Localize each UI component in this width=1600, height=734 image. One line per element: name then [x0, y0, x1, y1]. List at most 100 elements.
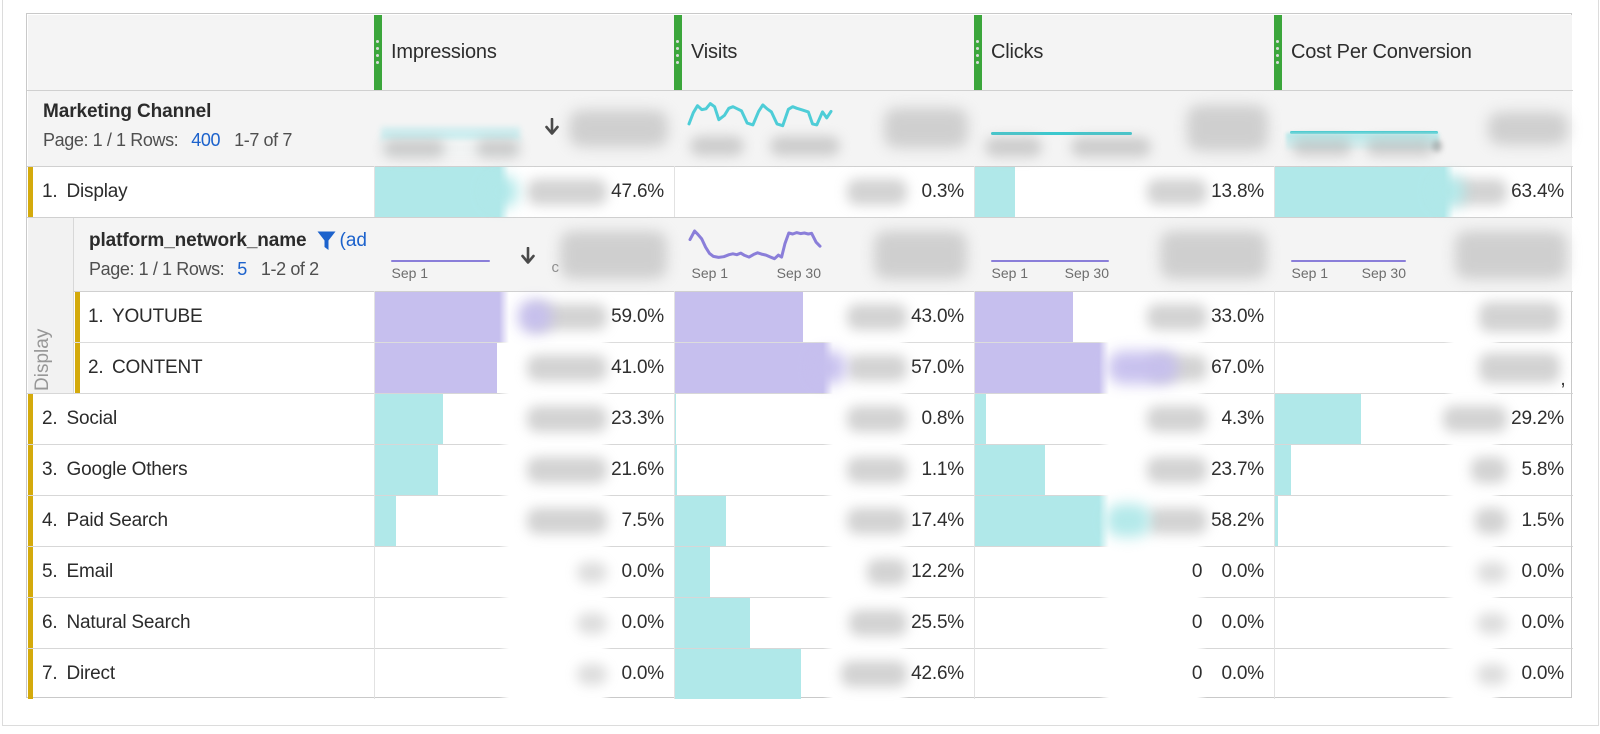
- cell-share[interactable]: 0.0%: [1221, 663, 1264, 684]
- row-label[interactable]: Paid Search: [66, 510, 169, 531]
- axis-start-label: Sep 1: [1291, 265, 1329, 281]
- cell-share[interactable]: 59.0%: [611, 306, 664, 327]
- row-border: [27, 495, 1573, 496]
- row-label[interactable]: Display: [66, 181, 128, 202]
- cell-share[interactable]: 1.5%: [1521, 510, 1564, 531]
- column-header-visits[interactable]: Visits: [691, 41, 738, 63]
- funnel-icon[interactable]: [317, 231, 336, 251]
- redacted-value: [1476, 612, 1507, 634]
- row-label[interactable]: CONTENT: [112, 357, 203, 378]
- cell-share[interactable]: 67.0%: [1211, 357, 1264, 378]
- row-rank: 2.: [42, 408, 58, 429]
- cell-share[interactable]: 13.8%: [1211, 181, 1264, 202]
- cell-share[interactable]: 7.5%: [621, 510, 664, 531]
- cell-share[interactable]: 63.4%: [1511, 181, 1564, 202]
- value-bar: [673, 495, 726, 546]
- bar-blur-smudge: [484, 175, 518, 208]
- column-drag-handle[interactable]: [373, 15, 382, 90]
- value-bar: [973, 444, 1045, 495]
- row-marker: [28, 167, 33, 217]
- cell-share[interactable]: 4.3%: [1221, 408, 1264, 429]
- sparkline-clicks: [991, 131, 1132, 135]
- row-label[interactable]: Email: [66, 561, 114, 582]
- cell-share[interactable]: 0.0%: [1521, 663, 1564, 684]
- redacted-dot: [1431, 140, 1442, 152]
- cell-share[interactable]: 5.8%: [1521, 459, 1564, 480]
- value-bar: [1273, 444, 1291, 495]
- breakdown-filter-label[interactable]: (ad: [339, 230, 367, 251]
- cell-share[interactable]: 0.8%: [921, 408, 964, 429]
- row-marker: [75, 292, 80, 342]
- column-drag-handle[interactable]: [1273, 15, 1282, 90]
- cell-share[interactable]: 0.0%: [1521, 561, 1564, 582]
- cell-share[interactable]: 12.2%: [911, 561, 964, 582]
- sort-descending-icon[interactable]: [544, 118, 559, 136]
- axis-start-label: Sep 1: [391, 265, 429, 281]
- redacted-value: [866, 558, 907, 585]
- dimension-title[interactable]: Marketing Channel: [43, 101, 212, 122]
- column-drag-handle[interactable]: [973, 15, 982, 90]
- value-bar: [373, 495, 396, 546]
- value-bar: [673, 393, 676, 444]
- row-label[interactable]: Social: [66, 408, 118, 429]
- row-label[interactable]: Natural Search: [66, 612, 191, 633]
- breakdown-title[interactable]: platform_network_name: [89, 230, 307, 251]
- redacted-value: [846, 507, 907, 534]
- column-header-impressions[interactable]: Impressions: [391, 41, 497, 63]
- cell-share[interactable]: 0.0%: [621, 663, 664, 684]
- redacted-total: [883, 108, 968, 148]
- cell-share[interactable]: 21.6%: [611, 459, 664, 480]
- axis-end-label: Sep 30: [1361, 265, 1406, 281]
- cell-share[interactable]: 42.6%: [911, 663, 964, 684]
- breakdown-header-row: [73, 218, 1572, 291]
- cell-share[interactable]: 25.5%: [911, 612, 964, 633]
- column-header-cost_per_conversion[interactable]: Cost Per Conversion: [1291, 41, 1472, 63]
- redacted-total: [1186, 105, 1268, 151]
- cell-share[interactable]: 0.0%: [621, 612, 664, 633]
- row-label[interactable]: Google Others: [66, 459, 188, 480]
- redacted-value: [840, 660, 907, 687]
- cell-share[interactable]: 57.0%: [911, 357, 964, 378]
- column-header-clicks[interactable]: Clicks: [991, 41, 1044, 63]
- row-label[interactable]: Direct: [66, 663, 116, 684]
- value-bar: [673, 546, 711, 597]
- cell-value: 0: [1191, 612, 1203, 633]
- cell-share[interactable]: 23.3%: [611, 408, 664, 429]
- cell-share[interactable]: 23.7%: [1211, 459, 1264, 480]
- cell-share[interactable]: 0.3%: [921, 181, 964, 202]
- rows-count-input[interactable]: 400: [191, 130, 221, 150]
- cell-share[interactable]: 41.0%: [611, 357, 664, 378]
- cell-share[interactable]: 47.6%: [611, 181, 664, 202]
- column-border: [673, 166, 675, 217]
- page-rows-label: Page: 1 / 1 Rows:: [89, 259, 225, 279]
- row-label[interactable]: YOUTUBE: [112, 306, 203, 327]
- cell-share[interactable]: 1.1%: [921, 459, 964, 480]
- redacted-axis-label: [1365, 139, 1434, 156]
- sort-descending-icon[interactable]: [520, 247, 535, 265]
- row-border: [27, 166, 1573, 167]
- redacted-value: [846, 178, 907, 205]
- row-marker: [28, 547, 33, 597]
- cell-share[interactable]: 58.2%: [1211, 510, 1264, 531]
- redacted-value: [526, 507, 607, 534]
- cell-share[interactable]: 0.0%: [1221, 561, 1264, 582]
- redacted-total: [1454, 231, 1567, 279]
- cell-share[interactable]: 43.0%: [911, 306, 964, 327]
- redacted-value: [576, 561, 607, 583]
- cell-share[interactable]: 0.0%: [621, 561, 664, 582]
- drag-dot-icon: [376, 39, 380, 43]
- drag-dot-icon: [376, 53, 380, 57]
- rows-count-input[interactable]: 5: [237, 259, 247, 279]
- cell-share[interactable]: 33.0%: [1211, 306, 1264, 327]
- redacted-value: [1146, 178, 1207, 205]
- bar-blur-smudge: [1431, 175, 1466, 208]
- cell-share[interactable]: 17.4%: [911, 510, 964, 531]
- cell-share[interactable]: 0.0%: [1221, 612, 1264, 633]
- redacted-value: [1146, 456, 1207, 483]
- row-rank: 7.: [42, 663, 58, 684]
- cell-share[interactable]: 29.2%: [1511, 408, 1564, 429]
- column-drag-handle[interactable]: [673, 15, 682, 90]
- redacted-axis-label: [689, 136, 744, 156]
- cell-share[interactable]: 0.0%: [1521, 612, 1564, 633]
- row-rank: 1.: [88, 306, 104, 327]
